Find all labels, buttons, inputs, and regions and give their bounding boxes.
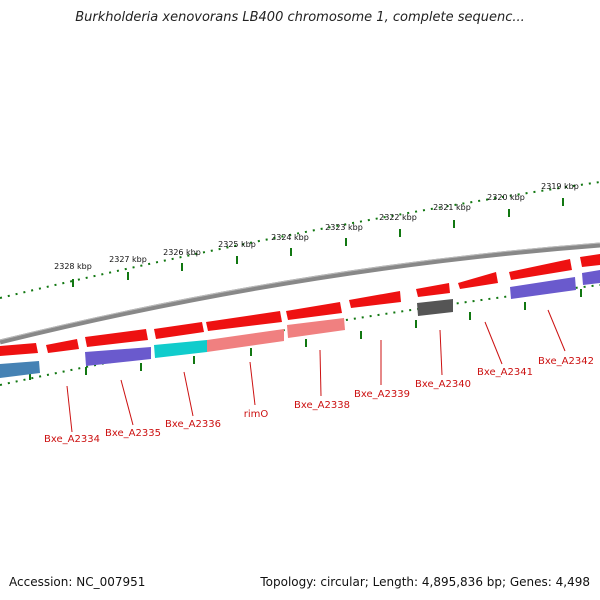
gene-box-pink[interactable]	[207, 329, 284, 352]
gene-arrow[interactable]	[46, 339, 79, 353]
gene-arrow[interactable]	[458, 272, 498, 289]
gene-label[interactable]: Bxe_A2338	[294, 400, 350, 411]
gene-leader-lines	[66, 309, 566, 433]
gene-label[interactable]: Bxe_A2340	[415, 379, 471, 390]
gene-box-purple[interactable]	[510, 277, 576, 299]
gene-arrow[interactable]	[286, 302, 342, 320]
gene-box-pink[interactable]	[287, 318, 345, 338]
backbone-ring-highlight	[0, 242, 600, 341]
gene-arrow[interactable]	[416, 283, 450, 297]
tick-label: 2321 kbp	[433, 203, 471, 212]
gene-box-purple[interactable]	[582, 270, 600, 285]
gene-arrow[interactable]	[85, 329, 148, 347]
gene-arrow[interactable]	[580, 254, 600, 267]
map-title: Burkholderia xenovorans LB400 chromosome…	[75, 10, 525, 25]
tick-label: 2322 kbp	[379, 213, 417, 222]
gene-arrow[interactable]	[349, 291, 401, 308]
tick-label: 2323 kbp	[325, 223, 363, 232]
gene-label[interactable]: Bxe_A2339	[354, 389, 410, 400]
gene-labels: Bxe_A2334 Bxe_A2335 Bxe_A2336 rimO Bxe_A2338…	[44, 356, 594, 445]
tick-label: 2327 kbp	[109, 255, 147, 264]
genome-summary: Topology: circular; Length: 4,895,836 bp…	[260, 575, 590, 589]
gene-label[interactable]: Bxe_A2336	[165, 419, 221, 430]
gene-arrow[interactable]	[154, 322, 204, 339]
tick-labels: 2328 kbp 2327 kbp 2326 kbp 2325 kbp 2324 kbp…	[54, 182, 579, 271]
tick-label: 2324 kbp	[271, 233, 309, 242]
backbone-ring	[0, 242, 600, 345]
gene-label[interactable]: Bxe_A2342	[538, 356, 594, 367]
gene-arrow[interactable]	[0, 343, 38, 356]
outer-major-ticks	[72, 198, 564, 287]
gene-box-blue[interactable]	[0, 361, 40, 378]
gene-box-cyan[interactable]	[154, 340, 207, 358]
gene-label[interactable]: Bxe_A2335	[105, 428, 161, 439]
inner-major-ticks	[29, 289, 582, 380]
tick-label: 2328 kbp	[54, 262, 92, 271]
tick-label: 2320 kbp	[487, 193, 525, 202]
gene-label[interactable]: Bxe_A2341	[477, 367, 533, 378]
reverse-strand-genes	[0, 270, 600, 378]
forward-strand-genes	[0, 254, 600, 356]
tick-label: 2326 kbp	[163, 248, 201, 257]
gene-box-gray[interactable]	[417, 299, 453, 316]
gene-label[interactable]: Bxe_A2334	[44, 434, 100, 445]
accession-label: Accession: NC_007951	[9, 575, 146, 589]
gene-box-purple[interactable]	[85, 347, 151, 366]
gene-arrow[interactable]	[509, 259, 572, 280]
gene-arrow[interactable]	[206, 311, 282, 331]
tick-label: 2325 kbp	[218, 240, 256, 249]
tick-label: 2319 kbp	[541, 182, 579, 191]
gene-label[interactable]: rimO	[244, 409, 269, 420]
